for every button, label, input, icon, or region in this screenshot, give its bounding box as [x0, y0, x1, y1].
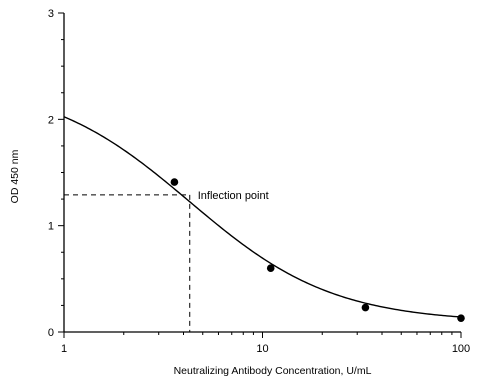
axes	[63, 13, 461, 333]
y-tick-label: 3	[48, 8, 54, 20]
fit-curve	[63, 116, 462, 318]
data-points	[170, 178, 465, 322]
inflection-label: Inflection point	[198, 190, 269, 202]
x-tick-label: 10	[256, 343, 268, 355]
data-point	[170, 178, 179, 186]
x-tick-label: 100	[452, 343, 470, 355]
x-axis-title: Neutralizing Antibody Concentration, U/m…	[174, 365, 372, 377]
x-tick-label: 1	[61, 343, 67, 355]
inflection-guides	[64, 194, 191, 332]
y-tick-label: 1	[48, 221, 54, 233]
y-tick-label: 2	[48, 114, 54, 126]
data-point	[361, 303, 370, 312]
y-axis-title: OD 450 nm	[9, 149, 21, 203]
data-point	[266, 264, 275, 273]
y-tick-label: 0	[48, 327, 54, 339]
data-point	[457, 314, 465, 322]
